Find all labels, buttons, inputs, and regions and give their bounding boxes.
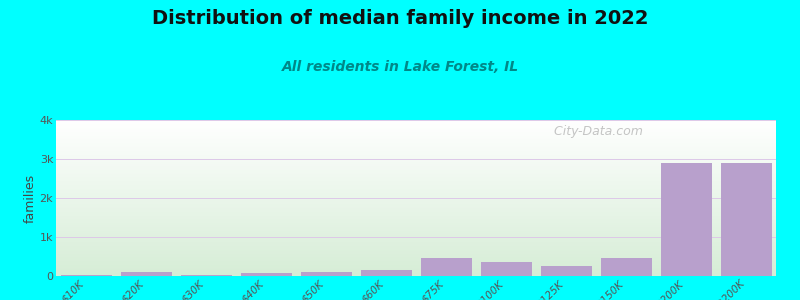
- Bar: [421, 258, 471, 276]
- Text: City-Data.com: City-Data.com: [546, 125, 642, 138]
- Text: Distribution of median family income in 2022: Distribution of median family income in …: [152, 9, 648, 28]
- Bar: [61, 275, 111, 276]
- Bar: [541, 266, 591, 276]
- Bar: [241, 273, 291, 276]
- Bar: [721, 163, 771, 276]
- Bar: [301, 272, 351, 276]
- Bar: [181, 274, 231, 276]
- Y-axis label: families: families: [24, 173, 37, 223]
- Text: All residents in Lake Forest, IL: All residents in Lake Forest, IL: [282, 60, 518, 74]
- Bar: [661, 163, 711, 276]
- Bar: [121, 272, 171, 276]
- Bar: [481, 262, 531, 276]
- Bar: [601, 258, 651, 276]
- Bar: [361, 270, 411, 276]
